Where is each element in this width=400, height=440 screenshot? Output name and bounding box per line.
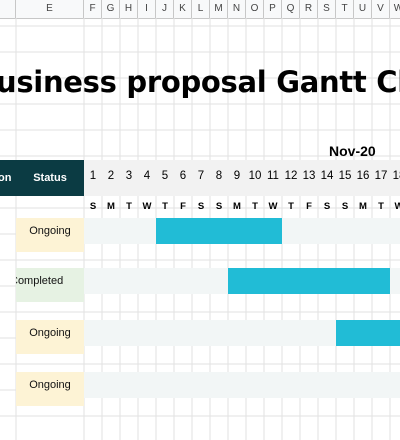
column-header-f[interactable]: F (84, 0, 102, 18)
day-number[interactable]: 1 (89, 170, 97, 182)
day-of-week[interactable]: S (197, 201, 205, 212)
column-header-h[interactable]: H (120, 0, 138, 18)
day-number[interactable]: 9 (233, 170, 241, 182)
day-of-week[interactable]: W (142, 201, 152, 212)
day-of-week[interactable]: T (162, 201, 168, 212)
day-of-week[interactable]: T (252, 201, 258, 212)
day-of-week[interactable]: M (359, 201, 367, 212)
page-title[interactable]: usiness proposal Gantt Chart (0, 65, 400, 99)
day-of-week[interactable]: S (341, 201, 349, 212)
status-cell[interactable]: Ongoing (16, 320, 84, 346)
day-number[interactable]: 5 (161, 170, 169, 182)
column-header-s[interactable]: S (318, 0, 336, 18)
day-number[interactable]: 17 (374, 170, 388, 182)
column-header-j[interactable]: J (156, 0, 174, 18)
column-header-m[interactable]: M (210, 0, 228, 18)
status-cell-spacer (16, 294, 84, 302)
day-number[interactable]: 18 (392, 170, 400, 182)
column-header-u[interactable]: U (354, 0, 372, 18)
column-header-k[interactable]: K (174, 0, 192, 18)
day-number[interactable]: 4 (143, 170, 151, 182)
column-header-p[interactable]: P (264, 0, 282, 18)
day-number[interactable]: 2 (107, 170, 115, 182)
column-header-n[interactable]: N (228, 0, 246, 18)
status-cell-spacer (16, 398, 84, 406)
column-header-w[interactable]: W (390, 0, 400, 18)
month-label[interactable]: Nov-20 (329, 143, 376, 159)
column-header-bar: E F G H I J K L M N O P Q R S T U V W (0, 0, 400, 19)
day-number[interactable]: 8 (215, 170, 223, 182)
column-header-blank[interactable] (0, 0, 16, 18)
header-status[interactable]: Status (16, 160, 84, 196)
day-of-week[interactable]: W (268, 201, 278, 212)
header-cell-fragment[interactable]: on (0, 160, 16, 196)
day-of-week[interactable]: T (378, 201, 384, 212)
day-of-week[interactable]: S (89, 201, 97, 212)
day-of-week[interactable]: F (306, 201, 312, 212)
day-number[interactable]: 16 (356, 170, 370, 182)
day-of-week[interactable]: W (394, 201, 400, 212)
column-header-r[interactable]: R (300, 0, 318, 18)
timeline-row[interactable] (84, 372, 400, 398)
day-header-band (84, 160, 400, 196)
column-header-i[interactable]: I (138, 0, 156, 18)
day-number[interactable]: 6 (179, 170, 187, 182)
column-header-g[interactable]: G (102, 0, 120, 18)
day-of-week[interactable]: S (323, 201, 331, 212)
status-cell-spacer (16, 244, 84, 252)
day-number[interactable]: 14 (320, 170, 334, 182)
day-of-week[interactable]: F (180, 201, 186, 212)
day-of-week[interactable]: M (107, 201, 115, 212)
day-of-week[interactable]: S (215, 201, 223, 212)
status-cell-spacer (16, 346, 84, 354)
status-cell[interactable]: Ongoing (16, 372, 84, 398)
gantt-bar[interactable] (228, 268, 390, 294)
column-header-t[interactable]: T (336, 0, 354, 18)
day-of-week[interactable]: T (288, 201, 294, 212)
day-of-week[interactable]: M (233, 201, 241, 212)
day-number[interactable]: 13 (302, 170, 316, 182)
day-number[interactable]: 3 (125, 170, 133, 182)
column-header-o[interactable]: O (246, 0, 264, 18)
gantt-bar[interactable] (156, 218, 282, 244)
column-header-v[interactable]: V (372, 0, 390, 18)
column-header-l[interactable]: L (192, 0, 210, 18)
gantt-bar[interactable] (336, 320, 400, 346)
status-cell[interactable]: Completed (16, 268, 84, 294)
day-number[interactable]: 7 (197, 170, 205, 182)
day-number[interactable]: 11 (267, 170, 279, 182)
day-of-week[interactable]: T (126, 201, 132, 212)
column-header-e[interactable]: E (16, 0, 84, 18)
day-number[interactable]: 12 (284, 170, 298, 182)
day-number[interactable]: 15 (338, 170, 352, 182)
status-cell[interactable]: Ongoing (16, 218, 84, 244)
day-number[interactable]: 10 (248, 170, 262, 182)
column-header-q[interactable]: Q (282, 0, 300, 18)
